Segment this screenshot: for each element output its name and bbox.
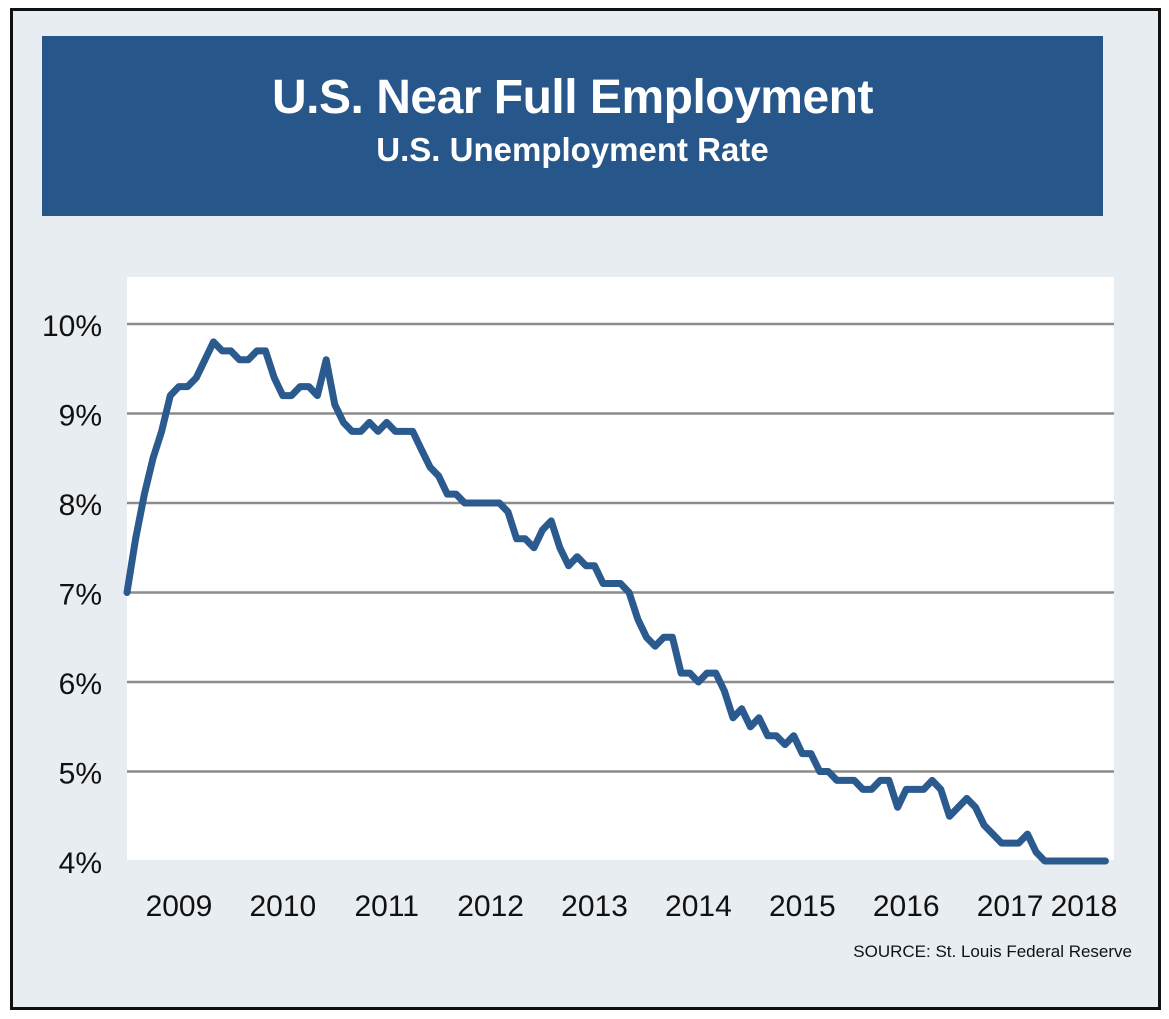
chart-subtitle: U.S. Unemployment Rate xyxy=(376,131,769,168)
y-tick-label: 4% xyxy=(59,847,102,880)
source-note: SOURCE: St. Louis Federal Reserve xyxy=(853,942,1132,961)
series-line xyxy=(123,338,1109,865)
series-layer xyxy=(123,338,1109,865)
grid-lines xyxy=(127,322,1114,773)
y-tick-label: 10% xyxy=(42,310,102,343)
title-banner: U.S. Near Full Employment U.S. Unemploym… xyxy=(42,36,1103,216)
x-axis-tick-labels: 2009 2010 2011 2012 2013 2014 2015 2016 2017 2018 xyxy=(146,890,1118,923)
plot-area xyxy=(127,277,1114,860)
x-tick-label: 2017 xyxy=(977,890,1044,923)
y-tick-label: 9% xyxy=(59,400,102,433)
x-tick-label: 2015 xyxy=(769,890,836,923)
chart-title: U.S. Near Full Employment xyxy=(272,71,873,124)
x-tick-label: 2013 xyxy=(561,890,628,923)
y-tick-label: 6% xyxy=(59,668,102,701)
y-tick-label: 7% xyxy=(59,579,102,612)
y-tick-label: 5% xyxy=(59,758,102,791)
x-tick-label: 2016 xyxy=(873,890,940,923)
x-tick-label: 2014 xyxy=(665,890,732,923)
x-tick-label: 2010 xyxy=(249,890,316,923)
x-tick-label: 2012 xyxy=(457,890,524,923)
y-tick-label: 8% xyxy=(59,489,102,522)
x-tick-label: 2009 xyxy=(146,890,213,923)
x-tick-label: 2011 xyxy=(354,890,419,923)
y-axis-tick-labels: 10% 9% 8% 7% 6% 5% 4% xyxy=(42,310,102,880)
x-tick-label: 2018 xyxy=(1051,890,1118,923)
